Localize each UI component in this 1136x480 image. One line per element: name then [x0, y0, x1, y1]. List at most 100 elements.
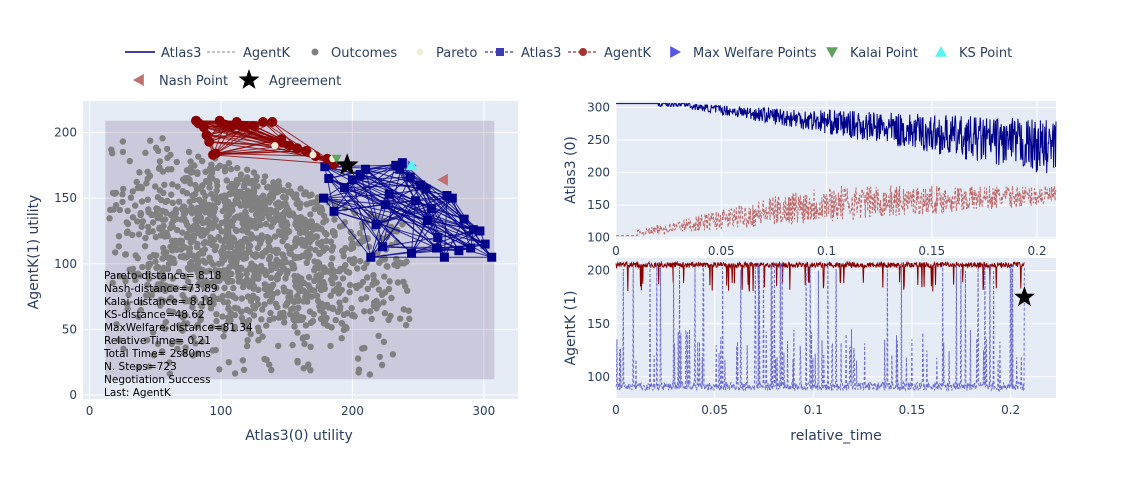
outcome-point: [175, 198, 183, 205]
outcome-point: [302, 228, 309, 236]
outcome-point: [152, 183, 159, 190]
stats-line: N. Steps=723: [104, 361, 177, 373]
outcome-point: [295, 304, 302, 311]
outcome-point: [157, 302, 164, 309]
atlas3-offer-trace: [375, 195, 448, 225]
outcome-point: [193, 323, 200, 330]
ks-point-icon: [405, 159, 418, 171]
outcome-point: [280, 187, 287, 194]
outcome-point: [214, 182, 221, 190]
outcome-point: [179, 188, 186, 195]
outcome-point: [213, 317, 220, 325]
outcome-point: [314, 297, 322, 305]
outcome-point: [214, 295, 221, 302]
outcome-point: [336, 288, 343, 295]
outcome-point: [139, 218, 146, 225]
outcome-point: [206, 299, 213, 306]
y-tick-label: 150: [587, 317, 610, 331]
outcome-point: [247, 222, 254, 229]
outcome-point: [228, 219, 235, 226]
outcome-point: [252, 211, 260, 218]
outcome-point: [346, 289, 353, 296]
outcome-point: [134, 218, 141, 225]
outcome-point: [164, 154, 171, 162]
outcome-point: [156, 286, 163, 293]
atlas3-offer-trace: [365, 169, 384, 247]
outcome-point: [124, 301, 131, 308]
outcome-point: [175, 268, 183, 276]
legend-label: AgentK: [243, 46, 290, 61]
outcome-point: [157, 296, 164, 303]
outcome-point: [209, 261, 217, 268]
atlas3-y-axis-label: Atlas3 (0): [563, 136, 579, 204]
outcome-point: [296, 204, 303, 211]
outcome-point: [194, 169, 201, 176]
outcome-point: [168, 340, 175, 347]
atlas3-offer-trace: [370, 243, 486, 258]
outcome-point: [332, 316, 339, 324]
outcome-point: [294, 197, 301, 204]
outcome-point: [135, 270, 142, 277]
outcome-point: [138, 198, 146, 205]
outcome-point: [307, 367, 314, 374]
x-tick-label: 0.2: [1028, 244, 1047, 258]
atlas3-offer-point: [439, 252, 449, 262]
outcome-point: [351, 313, 358, 320]
outcome-point: [156, 273, 163, 280]
outcome-point: [354, 265, 361, 272]
outcome-point: [317, 249, 324, 256]
outcome-point: [124, 207, 131, 215]
outcome-point: [220, 298, 227, 306]
outcome-point: [282, 275, 289, 282]
outcome-point: [154, 214, 161, 222]
atlas3-offer-trace: [352, 179, 486, 245]
outcome-point: [250, 312, 258, 319]
legend-label: Kalai Point: [850, 46, 918, 61]
outcome-point: [163, 249, 170, 256]
outcome-point: [274, 246, 281, 254]
utility-y-axis-label: AgentK(1) utility: [26, 195, 42, 310]
outcome-point: [271, 233, 279, 240]
outcome-point: [135, 231, 143, 238]
outcome-point: [361, 308, 368, 315]
outcome-point: [228, 243, 235, 251]
outcome-point: [285, 182, 292, 189]
outcome-point: [209, 175, 216, 182]
outcome-point: [173, 158, 180, 166]
atlas3-offer-trace: [352, 179, 390, 195]
atlas3-offer-trace: [323, 176, 411, 199]
outcome-point: [214, 274, 222, 281]
atlas3-offer-trace: [344, 187, 471, 249]
outcome-point: [304, 298, 311, 305]
outcome-point: [209, 224, 216, 232]
outcome-point: [256, 217, 263, 224]
legend-triangle-right-icon: [670, 46, 681, 58]
outcome-point: [129, 265, 137, 272]
agentk-tick-labels: 0 0.05 0.1 0.15 0.2 100 150 200: [587, 264, 1020, 417]
outcome-point: [167, 243, 174, 250]
outcome-point: [190, 236, 197, 244]
atlas3-offer-point: [442, 191, 452, 201]
atlas3-offer-point: [416, 180, 426, 190]
atlas3-offer-point: [432, 243, 442, 253]
atlas3-time-series: [616, 103, 1057, 237]
outcome-point: [145, 263, 152, 271]
outcome-point: [221, 326, 228, 334]
outcome-point: [319, 238, 326, 246]
outcome-point: [154, 264, 162, 271]
outcome-point: [142, 149, 149, 156]
x-tick-label: 0: [612, 244, 620, 258]
outcome-point: [170, 308, 177, 316]
outcome-point: [225, 304, 232, 312]
outcome-point: [181, 320, 188, 327]
legend-label: Pareto: [436, 46, 477, 61]
outcome-point: [285, 294, 292, 301]
agentk-offer-point: [284, 140, 295, 151]
outcome-point: [353, 284, 360, 292]
outcome-point: [137, 306, 144, 314]
outcome-point: [290, 316, 297, 323]
outcome-point: [156, 158, 164, 165]
outcome-point: [172, 237, 179, 244]
outcome-point: [145, 291, 152, 299]
outcome-point: [246, 283, 253, 290]
